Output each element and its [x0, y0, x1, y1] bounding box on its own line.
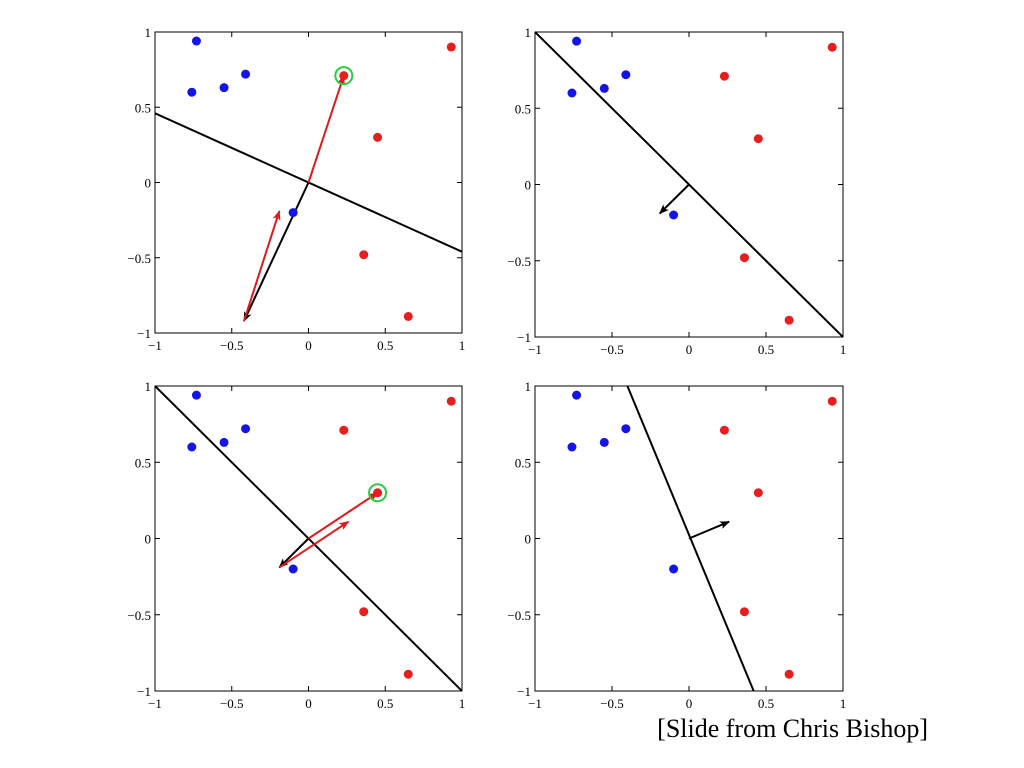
red-point [446, 396, 456, 406]
y-tick-label: 1 [525, 25, 532, 40]
update-arrow [307, 74, 345, 183]
y-tick-label: 0.5 [515, 455, 531, 470]
blue-point [187, 87, 197, 97]
red-point [784, 315, 794, 325]
x-tick-label: 1 [840, 696, 847, 711]
red-point [827, 42, 837, 52]
x-tick-label: −0.5 [600, 342, 624, 357]
slide-credit: [Slide from Chris Bishop] [657, 714, 928, 743]
x-tick-label: 1 [840, 342, 847, 357]
y-tick-label: −0.5 [507, 608, 531, 623]
y-tick-label: 0 [145, 532, 152, 547]
weight-vector-arrow [278, 537, 310, 569]
blue-point [219, 83, 229, 93]
y-tick-label: −1 [137, 326, 151, 341]
blue-point [241, 424, 251, 434]
blue-point [191, 36, 201, 46]
y-tick-label: 0 [525, 532, 532, 547]
x-tick-label: −0.5 [600, 696, 624, 711]
red-point [339, 71, 349, 81]
x-tick-label: −1 [528, 342, 542, 357]
red-point [753, 488, 763, 498]
blue-point [288, 564, 298, 574]
x-tick-label: 0 [686, 342, 693, 357]
red-point [373, 488, 383, 498]
weight-vector-arrow [688, 520, 730, 540]
panel-4: −1 −0.5 0 0.5 1 −1 −0.5 0 0.5 1 [507, 379, 846, 711]
x-tick-label: 0.5 [758, 342, 774, 357]
x-tick-label: 0 [305, 696, 312, 711]
weight-vector-arrow [243, 182, 310, 322]
update-arrow [243, 210, 281, 322]
panel-2: −1 −0.5 0 0.5 1 −1 −0.5 0 0.5 1 [507, 25, 846, 357]
x-tick-label: 0 [305, 338, 312, 353]
y-tick-label: −1 [137, 684, 151, 699]
x-tick-label: 0.5 [758, 696, 774, 711]
y-tick-label: 1 [145, 379, 152, 394]
update-arrow [278, 520, 350, 569]
blue-point [572, 36, 582, 46]
y-tick-label: 0.5 [515, 101, 531, 116]
misclassified-highlight-ring [368, 483, 388, 503]
blue-point [191, 390, 201, 400]
red-point [739, 253, 749, 263]
x-tick-label: 1 [459, 338, 466, 353]
misclassified-highlight-ring [334, 66, 354, 86]
blue-point [669, 564, 679, 574]
y-tick-label: 0.5 [135, 455, 151, 470]
blue-point [599, 437, 609, 447]
red-point [753, 134, 763, 144]
y-tick-label: 0 [145, 176, 152, 191]
blue-point [288, 208, 298, 218]
x-tick-label: 0 [686, 696, 693, 711]
panel-1: −1 −0.5 0 0.5 1 −1 −0.5 0 0.5 1 [127, 25, 465, 353]
red-point [719, 71, 729, 81]
y-tick-label: 0 [525, 178, 532, 193]
x-tick-label: −1 [528, 696, 542, 711]
red-point [719, 425, 729, 435]
blue-point [187, 442, 197, 452]
x-tick-label: −0.5 [220, 338, 244, 353]
panel-3: −1 −0.5 0 0.5 1 −1 −0.5 0 0.5 1 [127, 379, 465, 711]
y-tick-label: −0.5 [127, 251, 151, 266]
update-arrow [307, 491, 379, 540]
red-point [339, 425, 349, 435]
red-point [359, 607, 369, 617]
x-tick-label: −1 [148, 696, 162, 711]
red-point [827, 396, 837, 406]
blue-point [567, 442, 577, 452]
y-tick-label: 0.5 [135, 100, 151, 115]
y-tick-label: 1 [525, 379, 532, 394]
blue-point [621, 70, 631, 80]
red-point [403, 311, 413, 321]
x-tick-label: 1 [459, 696, 466, 711]
y-tick-label: −1 [517, 684, 531, 699]
x-tick-label: 0.5 [377, 338, 393, 353]
x-tick-label: 0.5 [377, 696, 393, 711]
red-point [784, 669, 794, 679]
y-tick-label: 1 [145, 25, 152, 40]
blue-point [621, 424, 631, 434]
blue-point [567, 88, 577, 98]
red-point [446, 42, 456, 52]
y-tick-label: −0.5 [507, 254, 531, 269]
blue-point [572, 390, 582, 400]
weight-vector-arrow [659, 183, 690, 215]
red-point [373, 132, 383, 142]
y-tick-label: −1 [517, 330, 531, 345]
x-tick-label: −0.5 [220, 696, 244, 711]
blue-point [241, 69, 251, 79]
red-point [403, 669, 413, 679]
red-point [359, 250, 369, 260]
x-tick-label: −1 [148, 338, 162, 353]
y-tick-label: −0.5 [127, 608, 151, 623]
blue-point [669, 210, 679, 220]
blue-point [599, 83, 609, 93]
blue-point [219, 437, 229, 447]
red-point [739, 607, 749, 617]
